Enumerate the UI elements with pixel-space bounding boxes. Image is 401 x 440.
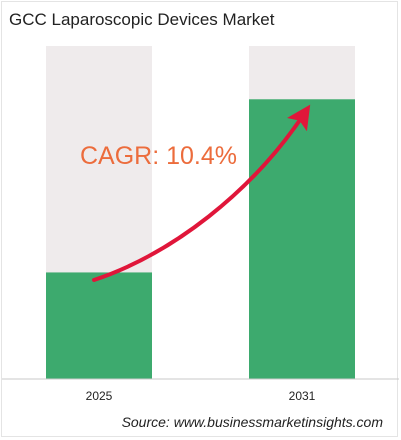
x-tick-label-2031: 2031	[289, 389, 316, 403]
source-credit: Source: www.businessmarketinsights.com	[122, 414, 383, 430]
chart-title: GCC Laparoscopic Devices Market	[9, 10, 275, 29]
source-label: Source:	[121, 414, 170, 430]
bars-layer	[46, 46, 355, 379]
bar-2031	[249, 99, 355, 379]
growth-arrow	[92, 104, 311, 282]
x-tick-label-2025: 2025	[86, 389, 113, 403]
cagr-label: CAGR: 10.4%	[80, 142, 237, 170]
bar-2025	[46, 272, 152, 379]
source-url: www.businessmarketinsights.com	[173, 414, 383, 430]
x-tick-labels: 2025 2031	[86, 389, 316, 403]
